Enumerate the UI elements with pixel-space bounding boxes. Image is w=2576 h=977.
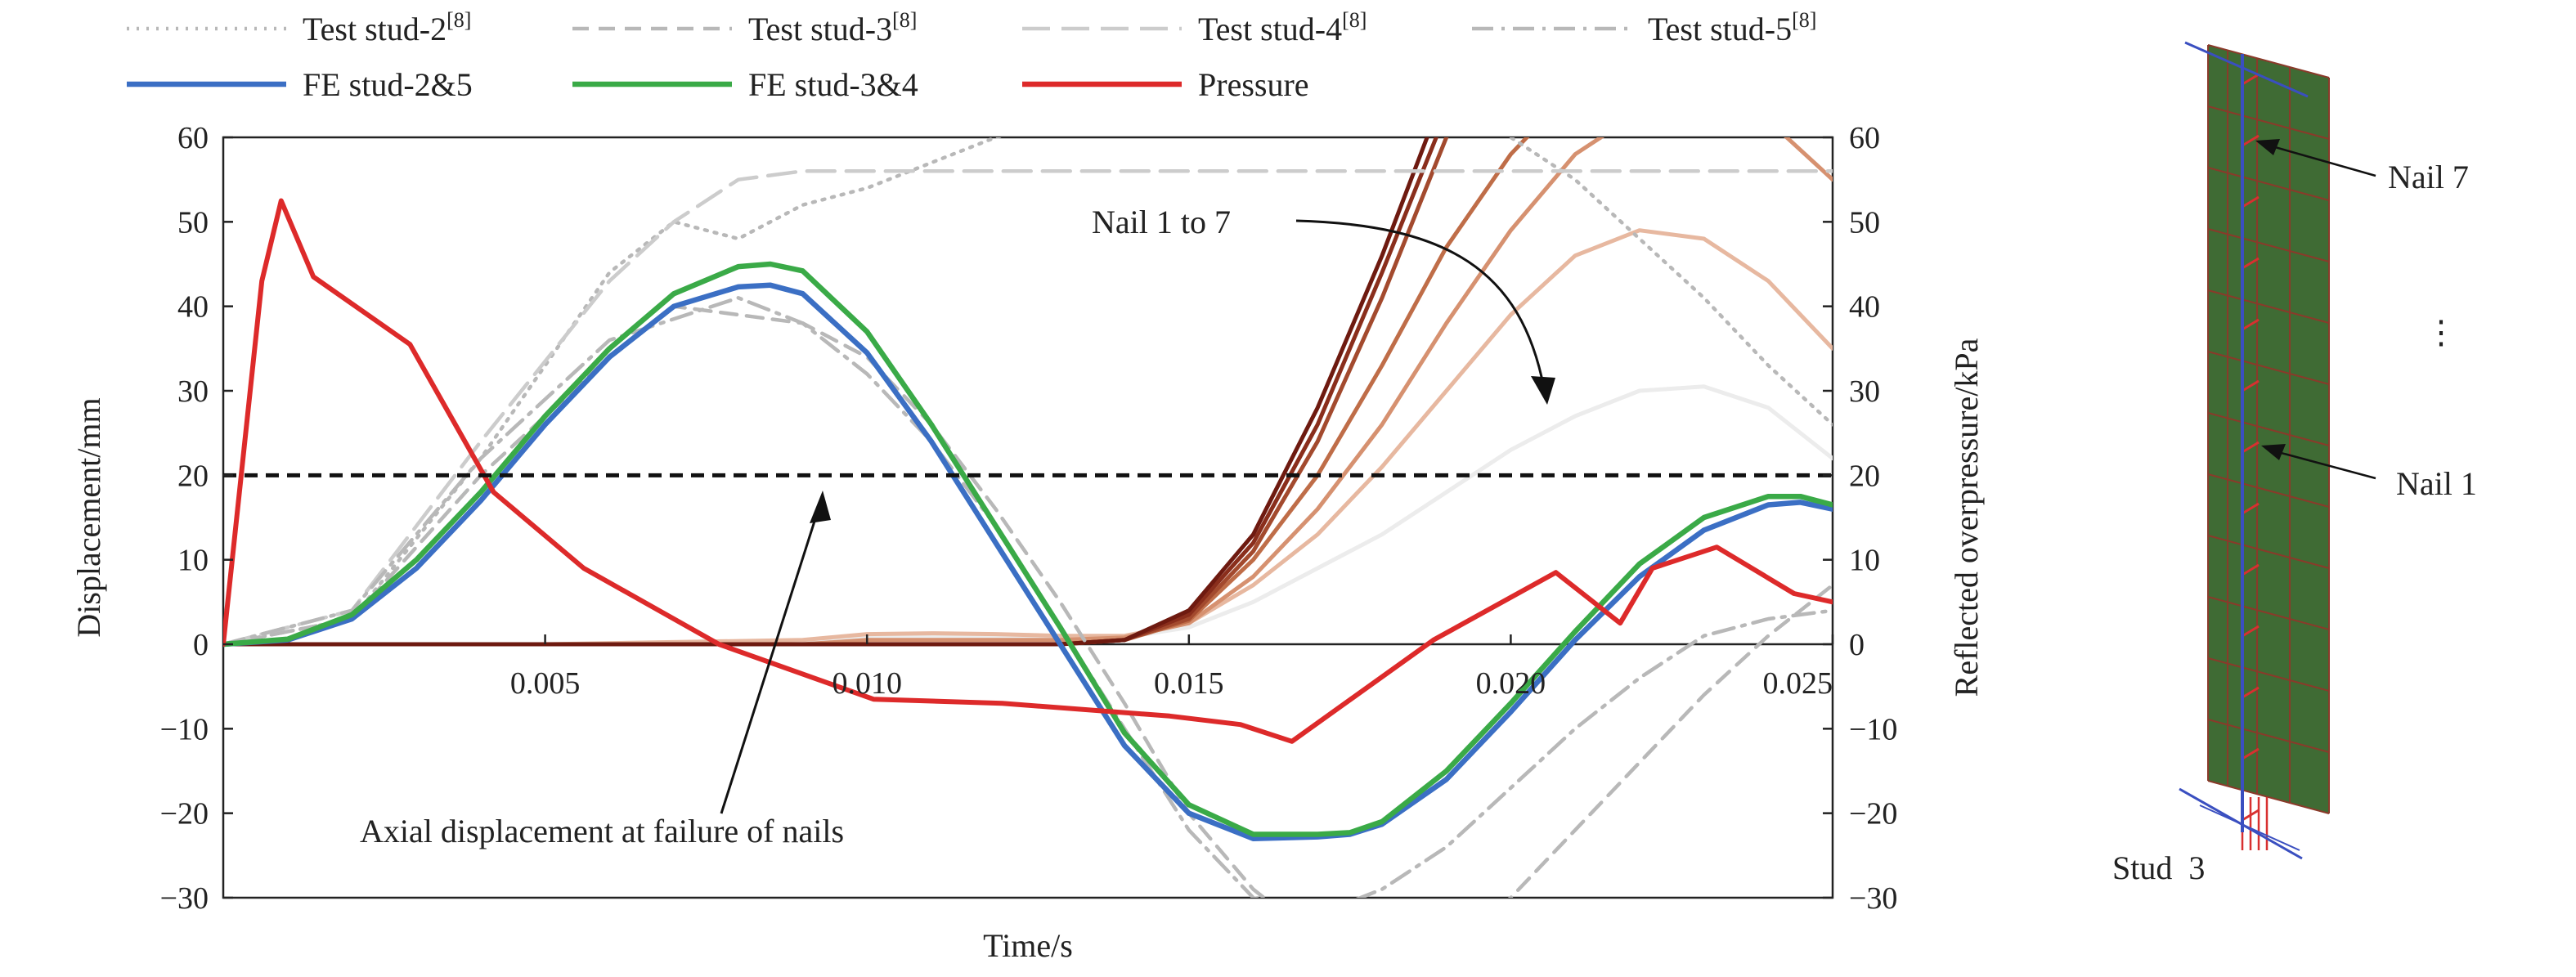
series-fe-stud-2-5: [223, 282, 1833, 841]
nail-1-label: Nail 1: [2396, 465, 2477, 502]
nail-1-pointer: [2274, 450, 2376, 480]
panel-grid: [2207, 44, 2330, 814]
panel-grid-hline: [2207, 412, 2330, 446]
nail-mark: [2242, 73, 2260, 86]
legend-reference: [8]: [447, 8, 471, 32]
y-axis-right-ticks: −30 −20 −10 0 10 20 30 40 50 60: [1823, 121, 1897, 916]
panel-grid-hline: [2207, 473, 2330, 508]
y-tick-label-left: 60: [177, 121, 209, 155]
nail-curve-nail-2: [223, 228, 1833, 647]
x-tick-label: 0.015: [1154, 666, 1224, 701]
nail-mark: [2242, 134, 2260, 147]
legend-label: FE stud-2&5: [303, 66, 473, 103]
stud-top-flange: [2184, 41, 2309, 98]
failure-arrow: [720, 510, 819, 814]
legend-label: Test stud-3[8]: [748, 8, 917, 47]
legend-reference: [8]: [892, 8, 917, 32]
nail-annotation-arrow: [1295, 219, 1546, 389]
panel-grid-hline: [2207, 535, 2330, 569]
y-tick-label-right: 10: [1849, 544, 1880, 578]
nail-mark: [2242, 195, 2260, 208]
plot-area: [222, 136, 1834, 899]
nail-mark: [2242, 441, 2260, 454]
nail-curve-nail-3: [223, 137, 1833, 647]
y-tick-label-left: 50: [177, 205, 209, 240]
y-tick-label-left: 0: [193, 628, 209, 662]
nail-mark: [2242, 686, 2260, 699]
panel-grid-hline: [2207, 105, 2330, 140]
panel-grid-hline: [2207, 596, 2330, 630]
panel-grid-hline: [2207, 228, 2330, 262]
stud-label: Stud 3: [2112, 849, 2205, 886]
stud-diagram: Nail 7 ⋮ Nail 1 Stud 3: [2112, 41, 2477, 886]
nail-mark: [2242, 318, 2260, 331]
nail-7-pointer: [2269, 144, 2376, 177]
y-tick-label-right: −30: [1849, 881, 1897, 916]
fe-stud-curves: [223, 261, 1833, 841]
nail-mark: [2242, 747, 2260, 760]
panel-grid-hline: [2207, 44, 2330, 78]
y-tick-label-left: −30: [160, 881, 209, 916]
nail-range-label: Nail 1 to 7: [1092, 204, 1231, 240]
nail-mark: [2242, 379, 2260, 392]
legend-label: Test stud-5[8]: [1648, 8, 1816, 47]
series-test-stud-4: [223, 169, 1833, 647]
y-axis-left-ticks: −30 −20 −10 0 10 20 30 40 50 60: [160, 121, 233, 916]
series-pressure: [223, 198, 1833, 744]
vertical-dots: ⋮: [2425, 314, 2457, 351]
y-axis-right-title: Reflected overpressure/kPa: [1948, 338, 1985, 697]
series-test-stud-5: [223, 296, 1833, 898]
nail-annotation: Nail 1 to 7: [1092, 204, 1555, 405]
legend-label: Pressure: [1198, 66, 1309, 103]
panel-grid-hline: [2207, 657, 2330, 692]
y-tick-label-right: 0: [1849, 628, 1865, 662]
stud-bottom-flange-2: [2199, 804, 2300, 851]
panel-grid-hline: [2207, 780, 2330, 814]
failure-arrowhead: [810, 491, 831, 523]
nail-7-arrowhead: [2255, 139, 2280, 155]
y-tick-label-left: −10: [160, 712, 209, 746]
y-tick-label-left: 20: [177, 459, 209, 493]
y-tick-label-right: 20: [1849, 459, 1880, 493]
legend-label: Test stud-2[8]: [303, 8, 471, 47]
x-tick-label: 0.010: [832, 666, 902, 701]
pressure-curve: [223, 198, 1833, 744]
nail-mark: [2242, 257, 2260, 270]
panel-grid-hline: [2207, 719, 2330, 753]
legend-reference: [8]: [1342, 8, 1367, 32]
nail-mark: [2242, 502, 2260, 515]
y-axis-left-title: Displacement/mm: [70, 397, 107, 637]
y-tick-label-right: 30: [1849, 374, 1880, 409]
x-tick-label: 0.005: [510, 666, 581, 701]
y-tick-label-left: 40: [177, 290, 209, 325]
nail-1-arrowhead: [2261, 444, 2286, 460]
x-tick-label: 0.020: [1476, 666, 1546, 701]
panel-grid-hline: [2207, 351, 2330, 385]
y-tick-label-left: 30: [177, 374, 209, 409]
failure-annotation: Axial displacement at failure of nails: [360, 491, 844, 849]
legend-reference: [8]: [1792, 8, 1816, 32]
nail-mark: [2242, 625, 2260, 638]
series-fe-stud-3-4: [223, 261, 1833, 837]
panel-grid-hline: [2207, 289, 2330, 324]
y-tick-label-right: −10: [1849, 712, 1897, 746]
chart-legend: Test stud-2[8] Test stud-3[8] Test stud-4[…: [127, 8, 1816, 103]
y-tick-label-right: −20: [1849, 797, 1897, 831]
y-tick-label-right: 60: [1849, 121, 1880, 155]
x-tick-label: 0.025: [1763, 666, 1833, 701]
y-tick-label-left: −20: [160, 797, 209, 831]
y-tick-label-right: 50: [1849, 205, 1880, 240]
panel-grid-hline: [2207, 167, 2330, 201]
legend-label: Test stud-4[8]: [1198, 8, 1367, 47]
nail-7-label: Nail 7: [2388, 159, 2469, 195]
nail-mark: [2242, 563, 2260, 576]
y-tick-label-right: 40: [1849, 290, 1880, 325]
failure-label: Axial displacement at failure of nails: [360, 813, 844, 849]
legend-label: FE stud-3&4: [748, 66, 918, 103]
x-axis-title: Time/s: [983, 927, 1073, 964]
y-tick-label-left: 10: [177, 544, 209, 578]
x-axis-ticks: 0.005 0.010 0.015 0.020 0.025: [510, 634, 1834, 701]
nail-annotation-arrowhead: [1531, 376, 1555, 405]
